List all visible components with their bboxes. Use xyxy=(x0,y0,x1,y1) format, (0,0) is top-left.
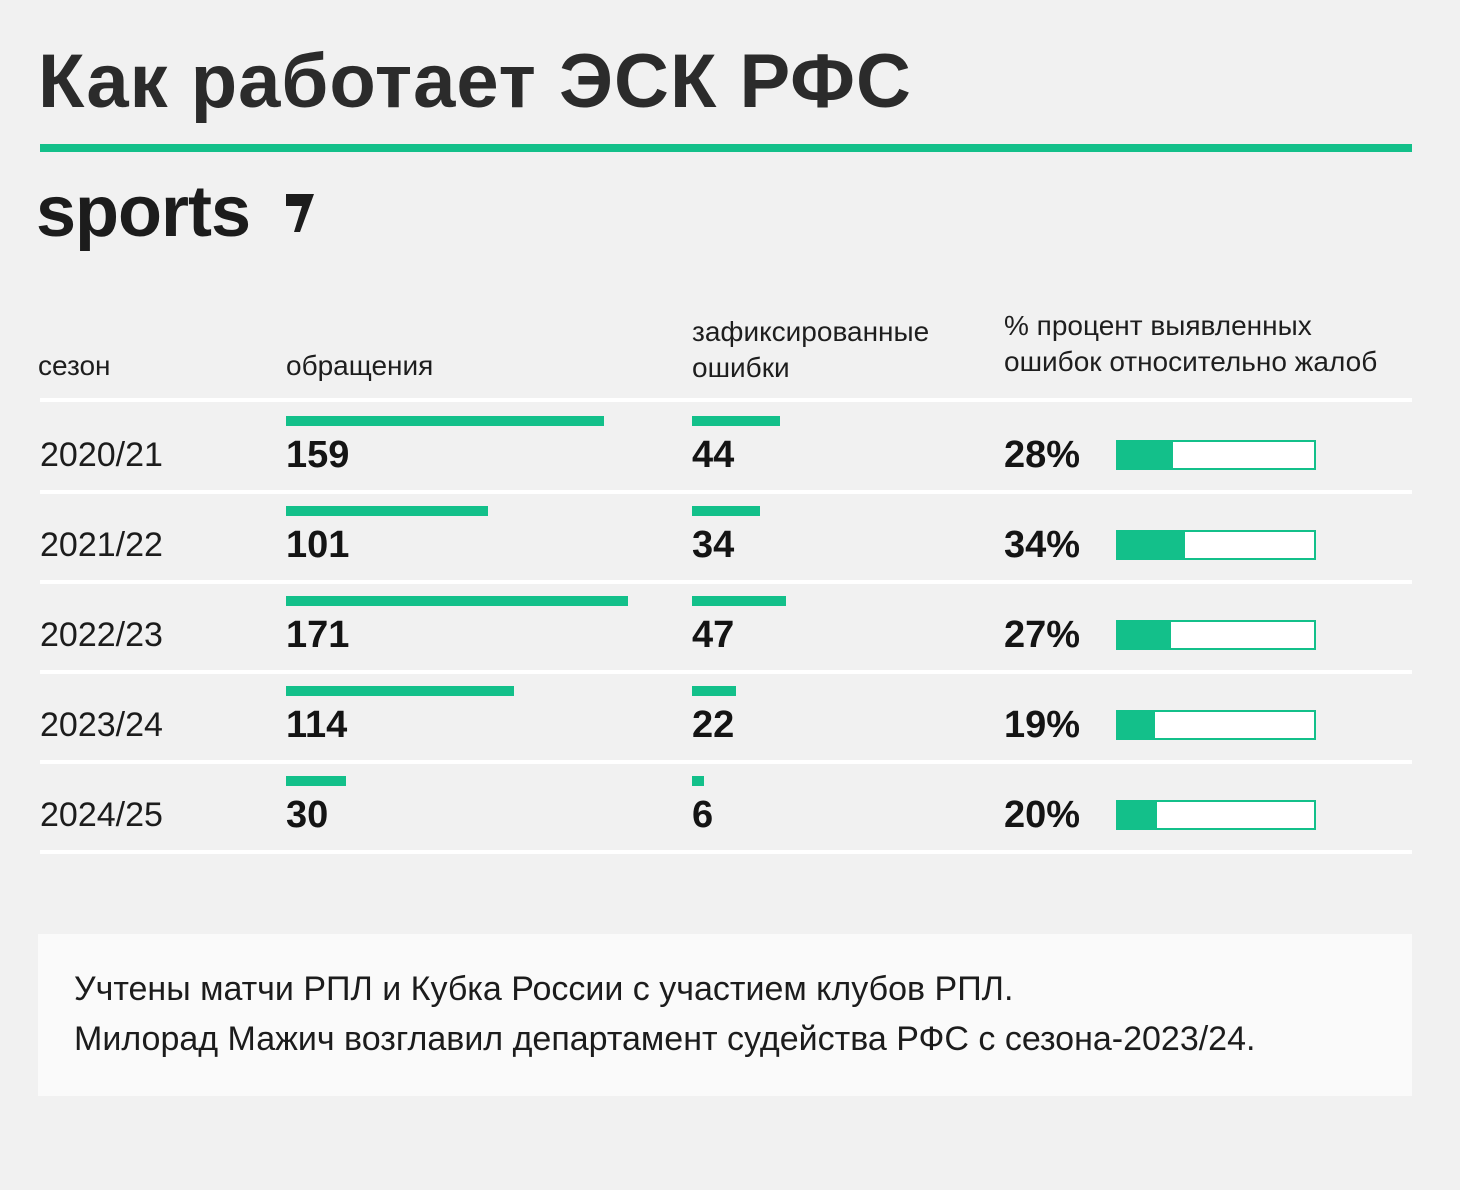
appeals-value: 101 xyxy=(286,524,350,566)
header-percent-line2: ошибок относительно жалоб xyxy=(1004,346,1378,377)
percent-bar xyxy=(1116,620,1316,650)
percent-bar-fill xyxy=(1118,442,1173,468)
header-appeals: обращения xyxy=(286,350,434,381)
percent-bar-fill xyxy=(1118,532,1185,558)
errors-value: 34 xyxy=(692,524,735,566)
season-label: 2024/25 xyxy=(40,796,163,834)
season-label: 2022/23 xyxy=(40,616,163,654)
header-percent-line1: % процент выявленных xyxy=(1004,310,1312,341)
table-divider xyxy=(40,670,1412,674)
appeals-bar xyxy=(286,686,514,696)
footnote-box: Учтены матчи РПЛ и Кубка России с участи… xyxy=(38,934,1412,1096)
errors-value: 44 xyxy=(692,434,735,476)
table-divider xyxy=(40,850,1412,854)
footnote-line-1: Учтены матчи РПЛ и Кубка России с участи… xyxy=(74,970,1014,1008)
errors-value: 47 xyxy=(692,614,735,656)
page-title: Как работает ЭСК РФС xyxy=(38,39,912,124)
season-label: 2020/21 xyxy=(40,436,163,474)
table-divider xyxy=(40,760,1412,764)
errors-bar xyxy=(692,506,760,516)
header-errors-line2: ошибки xyxy=(692,352,790,383)
errors-bar xyxy=(692,776,704,786)
appeals-bar xyxy=(286,776,346,786)
percent-bar xyxy=(1116,800,1316,830)
footnote-line-2: Милорад Мажич возглавил департамент суде… xyxy=(74,1020,1256,1058)
errors-bar xyxy=(692,596,786,606)
percent-bar xyxy=(1116,440,1316,470)
percent-bar xyxy=(1116,710,1316,740)
percent-bar-fill xyxy=(1118,712,1155,738)
title-divider xyxy=(40,144,1412,152)
table-divider xyxy=(40,580,1412,584)
percent-value: 28% xyxy=(1004,434,1081,476)
appeals-value: 30 xyxy=(286,794,329,836)
sports-logo: sports xyxy=(36,172,251,252)
errors-value: 6 xyxy=(692,794,714,836)
header-errors: зафиксированные ошибки xyxy=(692,314,972,386)
errors-value: 22 xyxy=(692,704,735,746)
table-divider xyxy=(40,398,1412,402)
season-label: 2021/22 xyxy=(40,526,163,564)
appeals-value: 114 xyxy=(286,704,348,746)
percent-value: 34% xyxy=(1004,524,1081,566)
appeals-bar xyxy=(286,416,604,426)
appeals-bar xyxy=(286,506,488,516)
percent-value: 20% xyxy=(1004,794,1081,836)
appeals-value: 159 xyxy=(286,434,350,476)
percent-bar-fill xyxy=(1118,802,1157,828)
logo-quote-mark-icon xyxy=(286,194,314,232)
percent-bar xyxy=(1116,530,1316,560)
percent-value: 27% xyxy=(1004,614,1081,656)
errors-bar xyxy=(692,416,780,426)
header-errors-line1: зафиксированные xyxy=(692,316,930,347)
appeals-value: 171 xyxy=(286,614,350,656)
appeals-bar xyxy=(286,596,628,606)
percent-bar-fill xyxy=(1118,622,1171,648)
errors-bar xyxy=(692,686,736,696)
percent-value: 19% xyxy=(1004,704,1081,746)
header-percent: % процент выявленных ошибок относительно… xyxy=(1004,308,1424,380)
table-divider xyxy=(40,490,1412,494)
season-label: 2023/24 xyxy=(40,706,163,744)
header-season: сезон xyxy=(38,350,111,381)
